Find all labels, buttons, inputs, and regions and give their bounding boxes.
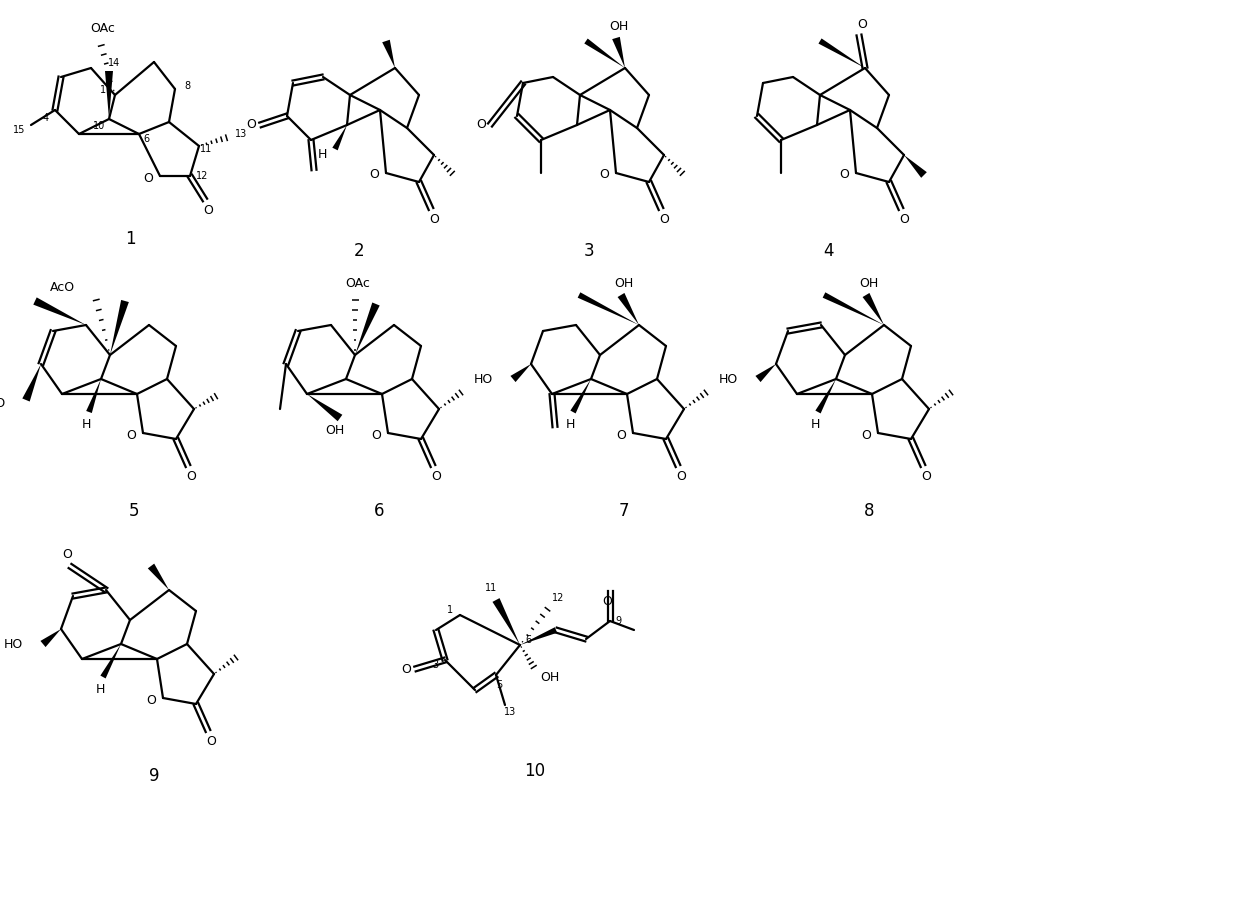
Polygon shape: [816, 379, 836, 414]
Polygon shape: [100, 644, 122, 679]
Text: OH: OH: [541, 671, 559, 683]
Text: OAc: OAc: [91, 23, 115, 35]
Text: O: O: [616, 428, 626, 442]
Polygon shape: [33, 298, 86, 325]
Text: O: O: [599, 168, 609, 182]
Text: 8: 8: [184, 81, 190, 91]
Text: O: O: [676, 470, 686, 482]
Polygon shape: [511, 364, 531, 382]
Polygon shape: [904, 155, 926, 177]
Text: O: O: [476, 119, 486, 131]
Text: O: O: [921, 470, 931, 482]
Text: O: O: [371, 428, 381, 442]
Text: O: O: [143, 172, 153, 185]
Text: OH: OH: [609, 20, 629, 33]
Polygon shape: [863, 293, 884, 325]
Polygon shape: [105, 71, 113, 119]
Text: AcO: AcO: [50, 281, 74, 293]
Polygon shape: [382, 40, 396, 68]
Text: 2: 2: [353, 242, 365, 260]
Text: OAc: OAc: [346, 277, 371, 290]
Text: 1: 1: [446, 605, 453, 615]
Text: 1: 1: [125, 230, 135, 248]
Polygon shape: [332, 125, 347, 150]
Polygon shape: [578, 292, 639, 325]
Text: H: H: [565, 417, 574, 431]
Text: O: O: [857, 18, 867, 32]
Polygon shape: [355, 302, 379, 355]
Text: 5: 5: [496, 680, 502, 690]
Text: O: O: [401, 662, 410, 675]
Text: HO: HO: [4, 637, 24, 651]
Text: 4: 4: [43, 113, 50, 123]
Text: 3: 3: [584, 242, 594, 260]
Text: 6: 6: [373, 502, 384, 520]
Text: HO: HO: [719, 373, 738, 386]
Text: 10: 10: [525, 762, 546, 780]
Polygon shape: [584, 39, 625, 68]
Text: OH: OH: [614, 277, 634, 290]
Text: O: O: [203, 204, 213, 216]
Text: H: H: [317, 148, 326, 160]
Polygon shape: [308, 394, 342, 421]
Polygon shape: [570, 379, 591, 414]
Polygon shape: [520, 627, 557, 645]
Text: O: O: [861, 428, 870, 442]
Text: O: O: [899, 213, 909, 225]
Text: O: O: [186, 470, 196, 482]
Text: HO: HO: [474, 373, 494, 386]
Polygon shape: [22, 364, 41, 402]
Text: O: O: [660, 213, 668, 225]
Polygon shape: [492, 598, 520, 645]
Text: H: H: [82, 417, 91, 431]
Text: O: O: [603, 595, 611, 607]
Text: 8: 8: [864, 502, 874, 520]
Text: 11: 11: [200, 144, 212, 154]
Polygon shape: [148, 564, 169, 590]
Text: 7: 7: [619, 502, 629, 520]
Text: O: O: [429, 213, 439, 225]
Text: 9: 9: [149, 767, 159, 785]
Text: 4: 4: [823, 242, 835, 260]
Text: O: O: [146, 693, 156, 707]
Text: 13: 13: [234, 129, 247, 139]
Text: HO: HO: [0, 396, 6, 409]
Text: O: O: [206, 735, 216, 748]
Text: 6: 6: [525, 635, 531, 645]
Text: O: O: [839, 168, 849, 182]
Text: O: O: [370, 168, 379, 182]
Text: 5: 5: [129, 502, 139, 520]
Text: 1: 1: [100, 85, 107, 95]
Polygon shape: [613, 37, 625, 68]
Polygon shape: [110, 300, 129, 355]
Polygon shape: [87, 379, 100, 413]
Text: O: O: [432, 470, 441, 482]
Text: O: O: [246, 119, 255, 131]
Text: 13: 13: [503, 707, 516, 717]
Text: 15: 15: [12, 125, 25, 135]
Text: O: O: [126, 428, 136, 442]
Text: OH: OH: [859, 277, 879, 290]
Polygon shape: [618, 293, 639, 325]
Text: 11: 11: [485, 583, 497, 593]
Text: 12: 12: [552, 593, 564, 603]
Polygon shape: [41, 629, 61, 647]
Text: 12: 12: [196, 171, 208, 181]
Polygon shape: [818, 38, 866, 68]
Polygon shape: [755, 364, 776, 382]
Text: 6: 6: [143, 134, 149, 144]
Text: 3: 3: [432, 660, 438, 670]
Text: 10: 10: [93, 121, 105, 131]
Text: 14: 14: [108, 58, 120, 68]
Text: O: O: [62, 548, 72, 560]
Polygon shape: [822, 292, 884, 325]
Text: H: H: [810, 417, 820, 431]
Text: H: H: [95, 682, 104, 696]
Text: 9: 9: [615, 616, 621, 626]
Text: OH: OH: [325, 424, 345, 436]
